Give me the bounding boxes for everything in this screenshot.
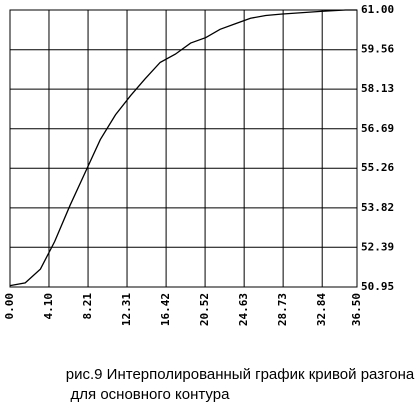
y-tick-label: 56.69	[361, 122, 394, 135]
data-line	[9, 9, 357, 287]
x-tick-label: 24.63	[237, 293, 250, 326]
y-tick-label: 53.82	[361, 201, 394, 214]
x-tick-label: 0.00	[3, 293, 16, 320]
y-tick-label: 50.95	[361, 280, 394, 293]
caption: рис.9 Интерполированный график кривой ра…	[66, 366, 415, 383]
y-tick-label: 52.39	[361, 240, 394, 253]
x-tick-label: 12.31	[120, 293, 133, 326]
x-tick-label: 8.21	[81, 293, 94, 320]
x-tick-label: 16.42	[159, 293, 172, 326]
caption: для основного контура	[71, 386, 231, 403]
y-tick-label: 58.13	[361, 82, 394, 95]
x-tick-label: 20.52	[198, 293, 211, 326]
y-tick-label: 61.00	[361, 3, 394, 16]
y-tick-label: 55.26	[361, 161, 394, 174]
x-tick-label: 36.50	[350, 293, 363, 326]
x-tick-label: 4.10	[42, 293, 55, 320]
plot-frame	[9, 9, 358, 288]
x-tick-label: 32.84	[315, 293, 328, 326]
x-tick-label: 28.73	[276, 293, 289, 326]
y-tick-label: 59.56	[361, 43, 394, 56]
